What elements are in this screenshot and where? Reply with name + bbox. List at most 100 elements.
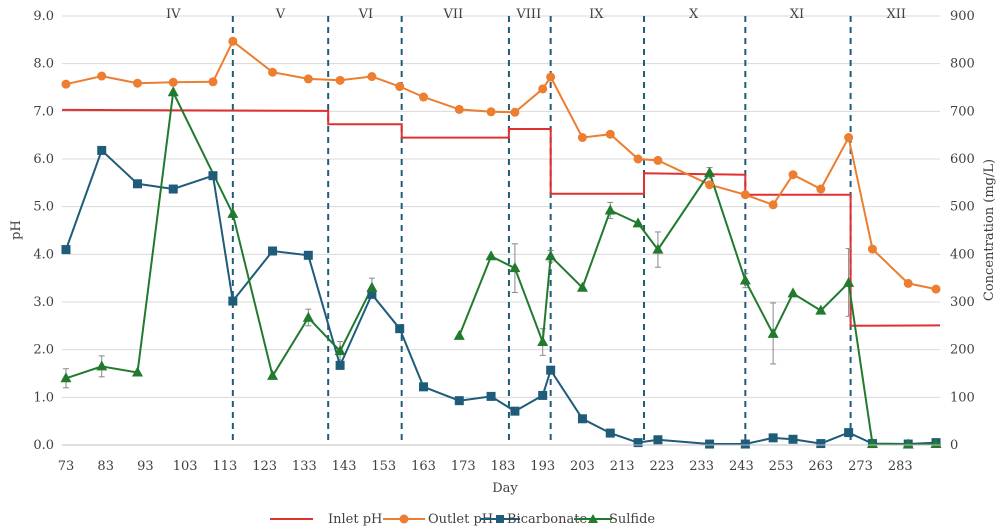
phase-label: XII xyxy=(887,7,907,22)
sulfide-point xyxy=(96,360,108,371)
bicarbonate-point xyxy=(454,396,464,406)
bicarbonate-point xyxy=(788,434,798,444)
outlet-ph-point xyxy=(931,284,941,294)
bicarbonate-point xyxy=(132,179,142,189)
outlet-ph-point xyxy=(367,72,377,82)
x-tick-label: 203 xyxy=(570,459,595,474)
y-left-tick-label: 0.0 xyxy=(33,438,54,453)
legend-label-inlet-ph: Inlet pH xyxy=(328,512,382,527)
sulfide-point xyxy=(227,207,239,218)
x-tick-label: 253 xyxy=(769,459,794,474)
x-tick-label: 233 xyxy=(689,459,714,474)
bicarbonate-point xyxy=(419,382,429,392)
x-tick-label: 143 xyxy=(332,459,357,474)
x-tick-label: 213 xyxy=(610,459,635,474)
bicarbonate-point xyxy=(653,435,663,445)
y-left-tick-label: 7.0 xyxy=(33,104,54,119)
x-tick-label: 163 xyxy=(411,459,436,474)
y-left-tick-label: 3.0 xyxy=(33,295,54,310)
y-right-tick-label: 700 xyxy=(950,104,975,119)
x-tick-label: 153 xyxy=(371,459,396,474)
phase-label: X xyxy=(689,7,699,22)
x-tick-label: 103 xyxy=(173,459,198,474)
bicarbonate-point xyxy=(538,390,548,400)
series-line-bicarbonate xyxy=(65,148,937,446)
bicarbonate-point xyxy=(816,439,826,449)
bicarbonate-point xyxy=(303,250,313,260)
outlet-ph-point xyxy=(228,36,238,46)
phase-label: IX xyxy=(589,7,604,22)
legend-marker-bicarbonate xyxy=(496,515,504,523)
outlet-ph-point xyxy=(546,72,556,82)
y-left-tick-label: 4.0 xyxy=(33,247,54,262)
x-tick-label: 263 xyxy=(808,459,833,474)
x-tick-label: 73 xyxy=(58,459,75,474)
outlet-ph-point xyxy=(61,79,71,89)
y-axis-right-title: Concentration (mg/L) xyxy=(982,159,997,301)
bicarbonate-point xyxy=(633,438,643,448)
bicarbonate-point xyxy=(844,428,854,438)
sulfide-point xyxy=(866,438,878,449)
sulfide-point xyxy=(267,369,279,380)
sulfide-point xyxy=(485,250,497,261)
sulfide-point xyxy=(576,281,588,292)
sulfide-point xyxy=(604,204,616,215)
outlet-ph-point xyxy=(268,67,278,77)
series-line-inlet-ph xyxy=(61,108,941,327)
sulfide-point xyxy=(60,372,72,383)
y-right-tick-label: 500 xyxy=(950,200,975,215)
bicarbonate-point xyxy=(705,439,715,449)
bicarbonate-point xyxy=(335,360,345,370)
series-layer xyxy=(60,36,942,449)
bicarbonate-point xyxy=(268,246,278,256)
x-tick-label: 93 xyxy=(137,459,154,474)
series-line-sulfide xyxy=(458,170,937,446)
outlet-ph-point xyxy=(788,170,798,180)
x-tick-label: 123 xyxy=(252,459,277,474)
outlet-ph-point xyxy=(768,200,778,210)
outlet-ph-point xyxy=(705,180,715,190)
sulfide-point xyxy=(815,304,827,315)
x-tick-label: 183 xyxy=(491,459,516,474)
outlet-ph-point xyxy=(538,84,548,94)
sulfide-point xyxy=(787,287,799,298)
sulfide-point xyxy=(843,276,855,287)
outlet-ph-point xyxy=(419,92,429,102)
sulfide-point xyxy=(930,438,942,449)
outlet-ph-point xyxy=(510,107,520,117)
series-line-sulfide xyxy=(65,88,373,380)
y-right-tick-label: 400 xyxy=(950,247,975,262)
axes: 0.0 1.0 2.0 3.0 4.0 5.0 6.0 7.0 8.0 9.0 0 100 200 300… xyxy=(33,9,975,474)
outlet-ph-point xyxy=(740,190,750,200)
bicarbonate-point xyxy=(510,406,520,416)
outlet-ph-point xyxy=(486,107,496,117)
phase-label: VI xyxy=(358,7,374,22)
outlet-ph-point xyxy=(653,155,663,165)
outlet-ph-point xyxy=(903,278,913,288)
legend-label-sulfide: Sulfide xyxy=(609,512,655,527)
y-right-tick-label: 200 xyxy=(950,343,975,358)
legend-item-outlet-ph: Outlet pH xyxy=(383,512,493,527)
y-left-tick-label: 6.0 xyxy=(33,152,54,167)
sulfide-point xyxy=(366,281,378,292)
bicarbonate-point xyxy=(168,184,178,194)
outlet-ph-point xyxy=(97,71,107,81)
outlet-ph-point xyxy=(816,184,826,194)
bicarbonate-point xyxy=(367,289,377,299)
x-tick-label: 173 xyxy=(451,459,476,474)
bicarbonate-point xyxy=(395,324,405,334)
sulfide-point xyxy=(902,438,914,449)
sulfide-point xyxy=(545,250,557,261)
y-right-tick-label: 800 xyxy=(950,57,975,72)
sulfide-point xyxy=(302,311,314,322)
legend-marker-outlet-ph xyxy=(399,514,409,524)
phase-label: XI xyxy=(790,7,804,22)
outlet-ph-point xyxy=(303,74,313,84)
bicarbonate-point xyxy=(97,145,107,155)
outlet-ph-point xyxy=(577,133,587,143)
y-right-tick-label: 0 xyxy=(950,438,958,453)
sulfide-point xyxy=(509,262,521,273)
y-right-tick-label: 600 xyxy=(950,152,975,167)
outlet-ph-point xyxy=(633,154,643,164)
